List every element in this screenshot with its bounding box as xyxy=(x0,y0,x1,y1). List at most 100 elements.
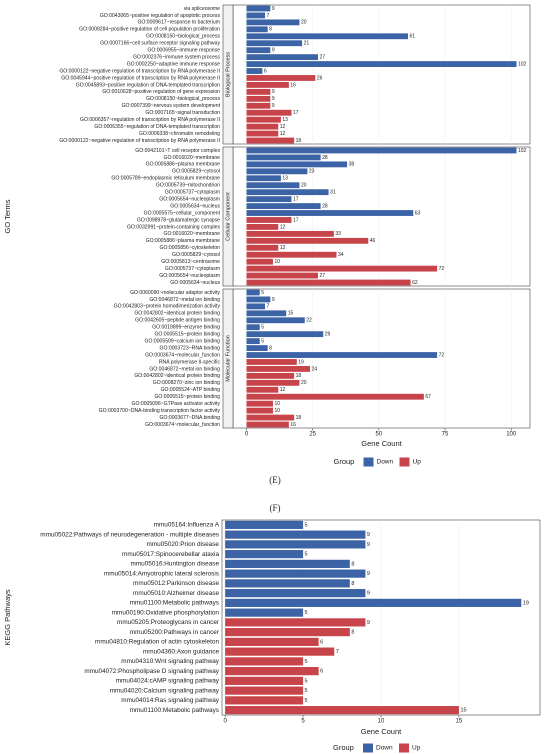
bar xyxy=(246,175,281,182)
bar xyxy=(246,338,260,345)
bar xyxy=(246,88,271,95)
data-label: 46 xyxy=(370,238,376,244)
y-tick-label: GO:0003677~DNA binding xyxy=(160,415,221,421)
data-label: 9 xyxy=(367,591,370,597)
bar xyxy=(225,598,522,607)
bar xyxy=(246,372,295,379)
legend-swatch xyxy=(363,457,374,467)
caption: (E) xyxy=(269,475,281,485)
data-label: 5 xyxy=(305,698,308,704)
bar xyxy=(246,296,271,303)
data-label: 7 xyxy=(336,649,339,655)
y-tick-label: mmu04072:Phospholipase D signaling pathw… xyxy=(84,668,219,675)
y-tick-label: GO:0003700~DNA-binding transcription fac… xyxy=(99,408,221,414)
data-label: 8 xyxy=(269,27,272,33)
data-label: 9 xyxy=(272,297,275,303)
y-tick-label: GO:0005737~cytoplasm xyxy=(165,266,220,272)
y-tick-label: GO:0008150~biological_process xyxy=(146,34,221,40)
x-tick-label: 5 xyxy=(301,719,305,725)
bar xyxy=(225,608,304,617)
y-tick-label: GO:0009617~response to bacterium xyxy=(137,20,220,26)
y-tick-label: GO:0016020~membrane xyxy=(164,155,221,161)
bar xyxy=(246,303,266,310)
y-axis-title: KEGG Pathways xyxy=(3,589,12,646)
bar xyxy=(246,258,273,265)
data-label: 6 xyxy=(320,669,323,675)
data-label: 9 xyxy=(367,542,370,548)
data-label: 17 xyxy=(293,110,299,116)
data-label: 102 xyxy=(518,148,527,154)
data-label: 28 xyxy=(322,155,328,161)
bar xyxy=(246,19,300,26)
y-tick-label: GO:0042803~protein homodimerization acti… xyxy=(114,304,221,310)
data-label: 17 xyxy=(293,196,299,202)
y-tick-label: GO:0005575~cellular_component xyxy=(144,210,221,216)
y-tick-label: GO:0005856~cytoskeleton xyxy=(160,245,221,251)
data-label: 19 xyxy=(298,359,304,365)
bar xyxy=(225,569,366,578)
bar xyxy=(246,352,438,358)
legend-swatch xyxy=(363,743,373,753)
bar xyxy=(246,230,334,237)
y-tick-label: GO:0005886~plasma membrane xyxy=(146,162,220,168)
y-tick-label: GO:0005515~protein binding xyxy=(154,394,220,400)
data-label: 16 xyxy=(290,422,296,428)
data-label: 63 xyxy=(415,210,421,216)
data-label: 10 xyxy=(274,259,280,265)
legend-label: Down xyxy=(376,745,393,752)
y-tick-label: mmu04360:Axon guidance xyxy=(143,648,219,655)
panel xyxy=(232,146,531,287)
bar xyxy=(225,696,304,705)
y-axis-title: GO Terms xyxy=(3,199,12,233)
y-tick-label: GO:0005813~centrosome xyxy=(161,259,220,265)
data-label: 10 xyxy=(274,408,280,414)
y-tick-label: mmu04020:Calcium signaling pathway xyxy=(110,687,220,694)
bar xyxy=(246,109,292,116)
bar xyxy=(246,123,279,130)
legend-title: Group xyxy=(334,457,355,466)
data-label: 22 xyxy=(306,318,312,324)
data-label: 12 xyxy=(280,245,286,251)
x-tick-label: 0 xyxy=(245,432,249,438)
bar xyxy=(246,196,292,203)
data-label: 9 xyxy=(272,96,275,102)
bar xyxy=(246,421,289,428)
bar xyxy=(246,61,517,67)
data-label: 31 xyxy=(330,190,336,196)
bar xyxy=(246,147,517,154)
data-label: 9 xyxy=(272,48,275,54)
y-tick-label: GO:0005737~cytoplasm xyxy=(165,190,220,196)
data-label: 5 xyxy=(261,338,264,344)
bar xyxy=(246,393,424,400)
y-tick-label: mmu05012:Parkinson disease xyxy=(133,580,219,587)
bar xyxy=(246,279,411,286)
bar xyxy=(246,12,266,19)
data-label: 72 xyxy=(439,266,445,272)
data-label: 19 xyxy=(523,600,529,606)
y-tick-label: mmu05205:Proteoglycans in cancer xyxy=(117,619,220,626)
y-tick-label: GO:0006355~regulation of DNA-templated t… xyxy=(94,124,220,130)
data-label: 9 xyxy=(367,532,370,538)
y-tick-label: GO:0010628~positive regulation of gene e… xyxy=(102,89,220,95)
bar xyxy=(246,310,287,317)
y-tick-label: mmu04024:cAMP signaling pathway xyxy=(116,678,220,685)
data-label: 12 xyxy=(280,124,286,130)
bar xyxy=(246,203,321,209)
data-label: 5 xyxy=(261,290,264,296)
data-label: 12 xyxy=(280,224,286,230)
legend-label: Up xyxy=(413,459,422,466)
y-tick-label: GO:0006338~chromatin remodeling xyxy=(139,131,220,137)
x-tick-label: 0 xyxy=(223,719,227,725)
data-label: 5 xyxy=(261,325,264,331)
bar xyxy=(246,251,337,258)
data-label: 17 xyxy=(293,217,299,223)
y-tick-label: GO:0042802~identical protein binding xyxy=(134,373,220,379)
data-label: 24 xyxy=(312,366,318,372)
data-label: 23 xyxy=(309,169,315,175)
y-tick-label: mmu01100:Metabolic pathways xyxy=(130,600,219,607)
bar xyxy=(246,154,321,161)
data-label: 9 xyxy=(272,6,275,12)
bar xyxy=(246,26,268,33)
bar xyxy=(225,589,366,598)
